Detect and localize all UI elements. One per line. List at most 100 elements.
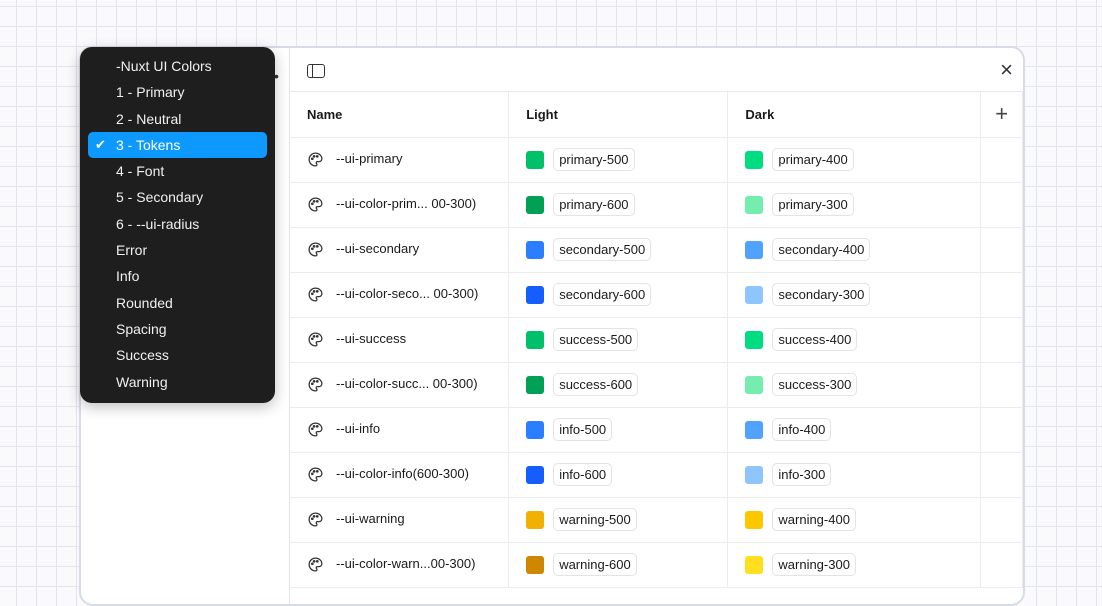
dark-value-cell[interactable]: secondary-300 [727,272,982,318]
table-row[interactable]: --ui-success success-500 success-400 [290,317,1023,363]
empty-cell [980,407,1023,453]
dark-value-cell[interactable]: success-300 [727,362,982,408]
color-swatch [526,285,545,304]
light-value-cell[interactable]: info-600 [508,452,729,498]
variable-name-cell[interactable]: --ui-info [290,407,510,453]
light-alias-tag[interactable]: warning-500 [553,508,637,531]
menu-item[interactable]: 5 - Secondary [88,184,267,210]
light-value-cell[interactable]: secondary-500 [508,227,729,273]
light-value-cell[interactable]: info-500 [508,407,729,453]
light-alias-tag[interactable]: info-600 [553,463,613,486]
light-alias-tag[interactable]: warning-600 [553,553,637,576]
light-alias-tag[interactable]: success-500 [553,328,639,351]
dark-alias-tag[interactable]: info-300 [772,463,832,486]
dark-value-cell[interactable]: warning-400 [727,497,982,543]
variable-name: --ui-color-prim... 00-300) [336,195,477,211]
table-row[interactable]: --ui-color-warn...00-300) warning-600 wa… [290,542,1023,588]
variable-name-cell[interactable]: --ui-success [290,317,510,363]
light-alias-tag[interactable]: success-600 [553,373,639,396]
color-swatch [745,195,764,214]
toolbar: × [290,48,1023,92]
light-value-cell[interactable]: secondary-600 [508,272,729,318]
light-value-cell[interactable]: warning-500 [508,497,729,543]
variable-name: --ui-warning [336,510,405,526]
color-swatch [526,465,545,484]
dark-alias-tag[interactable]: success-300 [772,373,858,396]
dark-value-cell[interactable]: primary-300 [727,182,982,228]
menu-item-label: 3 - Tokens [116,136,181,153]
color-swatch [526,375,545,394]
menu-item[interactable]: 6 - --ui-radius [88,211,267,237]
dark-alias-tag[interactable]: secondary-300 [772,283,871,306]
empty-cell [980,317,1023,363]
dark-value-cell[interactable]: info-300 [727,452,982,498]
table-row[interactable]: --ui-secondary secondary-500 secondary-4… [290,227,1023,273]
variable-name-cell[interactable]: --ui-color-succ... 00-300) [290,362,510,408]
light-value-cell[interactable]: success-600 [508,362,729,408]
dark-alias-tag[interactable]: secondary-400 [772,238,871,261]
light-alias-tag[interactable]: secondary-500 [553,238,652,261]
menu-item[interactable]: Rounded [88,290,267,316]
menu-item[interactable]: -Nuxt UI Colors [88,53,267,79]
color-swatch [526,150,545,169]
more-icon[interactable]: • [274,68,279,84]
color-swatch [745,330,764,349]
menu-item[interactable]: Error [88,237,267,263]
menu-item[interactable]: ✔ 3 - Tokens [88,131,267,159]
dark-value-cell[interactable]: secondary-400 [727,227,982,273]
variable-name: --ui-success [336,330,407,346]
menu-item[interactable]: 4 - Font [88,158,267,184]
dark-alias-tag[interactable]: primary-400 [772,148,854,171]
menu-item[interactable]: Success [88,342,267,368]
palette-icon [308,242,323,257]
dark-value-cell[interactable]: success-400 [727,317,982,363]
light-alias-tag[interactable]: info-500 [553,418,613,441]
toggle-sidebar-icon[interactable] [307,64,325,78]
dark-value-cell[interactable]: info-400 [727,407,982,453]
menu-item[interactable]: Spacing [88,316,267,342]
menu-item[interactable]: Warning [88,369,267,395]
color-swatch [526,240,545,259]
variable-name-cell[interactable]: --ui-color-seco... 00-300) [290,272,510,318]
light-value-cell[interactable]: warning-600 [508,542,729,588]
menu-item[interactable]: 1 - Primary [88,79,267,105]
add-mode-button[interactable]: + [980,92,1023,138]
empty-cell [980,452,1023,498]
table-row[interactable]: --ui-color-prim... 00-300) primary-600 p… [290,182,1023,228]
variable-name-cell[interactable]: --ui-warning [290,497,510,543]
close-button[interactable]: × [1000,57,1013,82]
table-row[interactable]: --ui-primary primary-500 primary-400 [290,137,1023,183]
table-row[interactable]: --ui-info info-500 info-400 [290,407,1023,453]
variable-name-cell[interactable]: --ui-color-prim... 00-300) [290,182,510,228]
dark-value-cell[interactable]: warning-300 [727,542,982,588]
table-row[interactable]: --ui-color-info(600-300) info-600 info-3… [290,452,1023,498]
dark-value-cell[interactable]: primary-400 [727,137,982,183]
dark-alias-tag[interactable]: success-400 [772,328,858,351]
dark-alias-tag[interactable]: primary-300 [772,193,854,216]
color-swatch [745,285,764,304]
menu-item[interactable]: 2 - Neutral [88,106,267,132]
light-alias-tag[interactable]: primary-500 [553,148,635,171]
dark-alias-tag[interactable]: info-400 [772,418,832,441]
variable-name-cell[interactable]: --ui-primary [290,137,510,183]
menu-item[interactable]: Info [88,263,267,289]
dark-alias-tag[interactable]: warning-400 [772,508,856,531]
variable-name-cell[interactable]: --ui-color-warn...00-300) [290,542,510,588]
variable-name-cell[interactable]: --ui-secondary [290,227,510,273]
variable-name-cell[interactable]: --ui-color-info(600-300) [290,452,510,498]
table-row[interactable]: --ui-warning warning-500 warning-400 [290,497,1023,543]
light-value-cell[interactable]: primary-600 [508,182,729,228]
table-row[interactable]: --ui-color-seco... 00-300) secondary-600… [290,272,1023,318]
palette-icon [308,377,323,392]
color-swatch [745,555,764,574]
light-alias-tag[interactable]: secondary-600 [553,283,652,306]
light-value-cell[interactable]: success-500 [508,317,729,363]
palette-icon [308,467,323,482]
menu-item-label: 5 - Secondary [116,189,204,206]
menu-item-label: Error [116,242,148,259]
table-row[interactable]: --ui-color-succ... 00-300) success-600 s… [290,362,1023,408]
color-swatch [745,375,764,394]
dark-alias-tag[interactable]: warning-300 [772,553,856,576]
light-value-cell[interactable]: primary-500 [508,137,729,183]
light-alias-tag[interactable]: primary-600 [553,193,635,216]
